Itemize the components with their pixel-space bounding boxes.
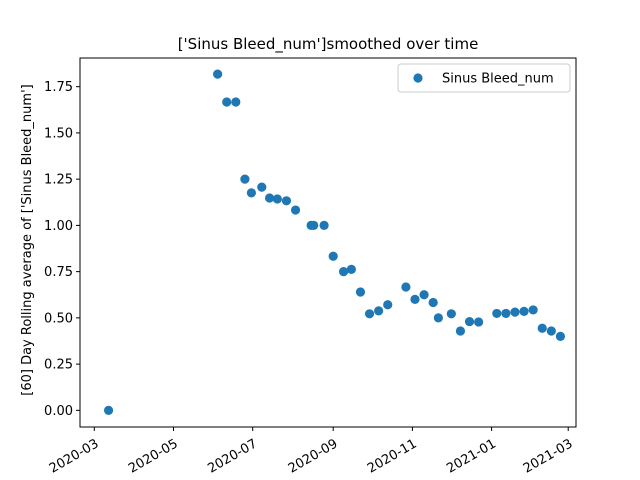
- data-point: [433, 313, 443, 323]
- axes-frame: [79, 57, 577, 428]
- y-tick-label: 1.00: [44, 219, 73, 234]
- data-point: [446, 309, 456, 319]
- data-point: [264, 193, 275, 203]
- y-tick-label: 0.50: [44, 311, 73, 326]
- data-point: [222, 97, 232, 107]
- data-point: [492, 308, 502, 319]
- data-point: [257, 182, 267, 192]
- legend-label: Sinus Bleed_num: [442, 72, 554, 87]
- data-point: [546, 326, 556, 336]
- data-point: [346, 264, 356, 275]
- data-point: [364, 309, 375, 319]
- chart-title: ['Sinus Bleed_num']smoothed over time: [178, 35, 479, 54]
- data-point: [510, 307, 520, 317]
- data-point: [103, 405, 114, 415]
- legend-marker: [413, 73, 423, 83]
- data-point: [555, 331, 566, 341]
- data-point: [519, 306, 529, 316]
- data-point: [328, 251, 338, 261]
- y-axis-label: [60] Day Rolling average of ['Sinus Blee…: [20, 84, 35, 395]
- y-tick-label: 1.25: [44, 173, 73, 188]
- data-point: [428, 297, 438, 308]
- data-point: [309, 220, 319, 230]
- data-point: [455, 326, 466, 336]
- data-point: [290, 205, 301, 215]
- data-point: [410, 294, 420, 304]
- data-point: [272, 194, 282, 204]
- data-point: [401, 282, 411, 292]
- y-tick-label: 0.25: [44, 358, 73, 373]
- data-point: [383, 300, 393, 310]
- y-tick-label: 1.75: [44, 80, 73, 95]
- data-point: [213, 69, 223, 79]
- data-point: [537, 323, 547, 333]
- data-point: [231, 97, 241, 107]
- data-point: [419, 290, 429, 300]
- data-point: [374, 306, 384, 316]
- y-tick-label: 0.00: [44, 404, 73, 419]
- data-point: [240, 174, 250, 184]
- data-point: [464, 316, 475, 327]
- data-point: [281, 196, 292, 206]
- data-point: [501, 308, 511, 319]
- data-point: [528, 305, 538, 315]
- data-point: [355, 287, 366, 297]
- data-point: [319, 220, 329, 230]
- data-point: [338, 267, 349, 277]
- legend: Sinus Bleed_num: [397, 63, 571, 93]
- y-tick-label: 1.50: [44, 126, 73, 141]
- legend-box: [397, 63, 571, 93]
- data-point: [474, 317, 484, 327]
- y-tick-label: 0.75: [44, 265, 73, 280]
- data-point: [246, 188, 256, 198]
